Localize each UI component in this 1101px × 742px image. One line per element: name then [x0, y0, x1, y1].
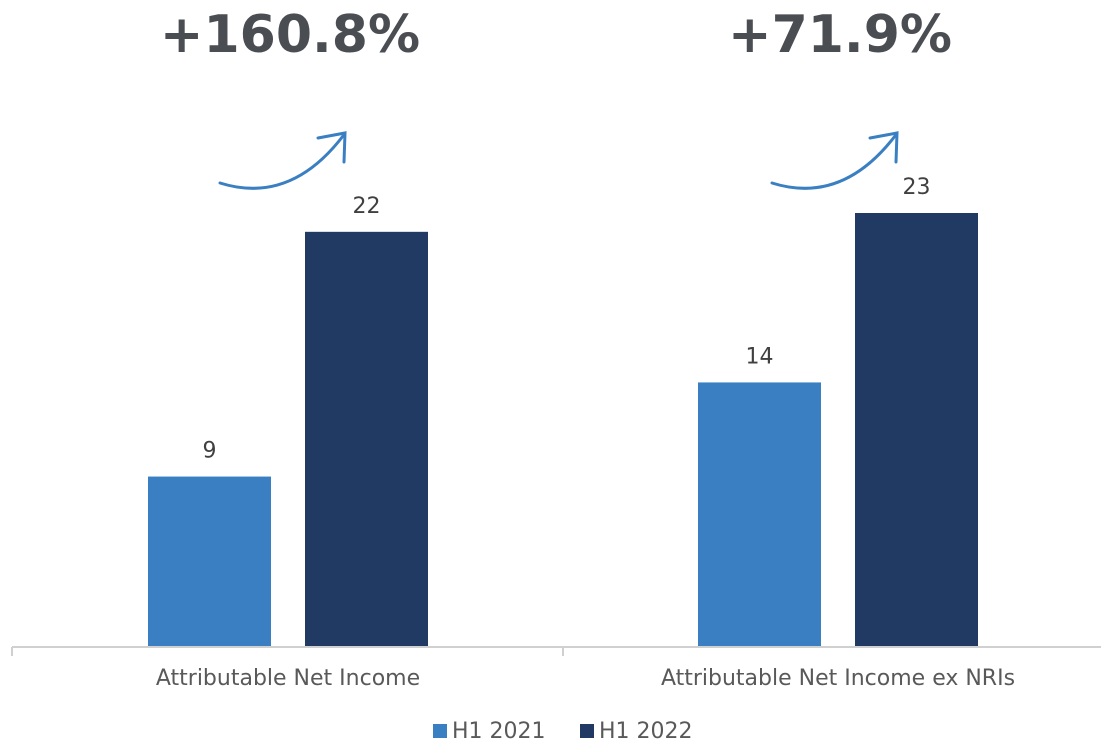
- bar: [698, 382, 821, 646]
- data-label: 14: [746, 344, 774, 369]
- x-tick-label: Attributable Net Income: [156, 666, 420, 691]
- growth-annotation: +71.9%: [728, 5, 952, 65]
- legend-swatch: [433, 724, 447, 738]
- legend-swatch: [580, 724, 594, 738]
- bar: [148, 476, 271, 646]
- legend-label: H1 2021: [452, 719, 546, 742]
- x-tick-label: Attributable Net Income ex NRIs: [661, 666, 1015, 691]
- data-label: 23: [903, 175, 931, 200]
- bar: [305, 231, 428, 646]
- growth-arrow: [770, 131, 899, 190]
- growth-arrow: [218, 131, 347, 190]
- growth-annotation: +160.8%: [160, 5, 420, 65]
- legend-label: H1 2022: [599, 719, 693, 742]
- data-label: 9: [203, 439, 217, 464]
- bar: [855, 213, 978, 646]
- data-label: 22: [353, 194, 381, 219]
